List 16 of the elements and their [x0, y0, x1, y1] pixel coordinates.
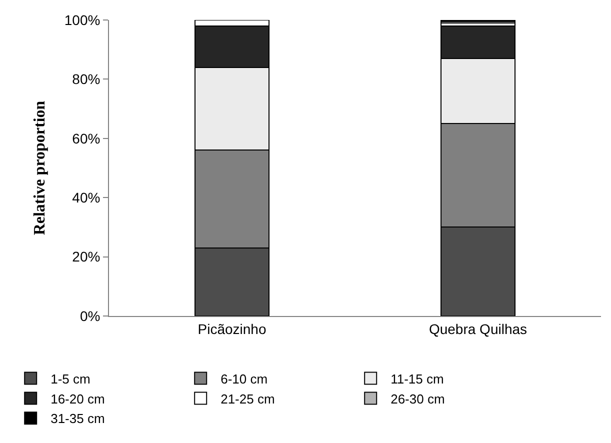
y-tick-label: 20% — [72, 248, 100, 265]
y-tick-label: 100% — [64, 12, 100, 28]
legend-label: 6-10 cm — [220, 371, 268, 386]
y-tick-label: 80% — [72, 71, 100, 88]
legend-label: 16-20 cm — [50, 391, 105, 406]
y-axis-title: Relative proportion — [31, 100, 48, 236]
legend-label: 1-5 cm — [50, 371, 90, 386]
x-tick-label: Picãozinho — [198, 320, 266, 337]
y-tick-label: 60% — [72, 130, 100, 146]
y-tick-label: 40% — [72, 190, 100, 206]
y-tick-label: 0% — [80, 308, 100, 324]
legend-label: 26-30 cm — [390, 391, 445, 406]
legend-label: 31-35 cm — [50, 411, 105, 426]
legend-label: 21-25 cm — [220, 391, 275, 406]
x-tick-label: Quebra Quilhas — [428, 320, 528, 337]
legend-label: 11-15 cm — [390, 371, 444, 386]
